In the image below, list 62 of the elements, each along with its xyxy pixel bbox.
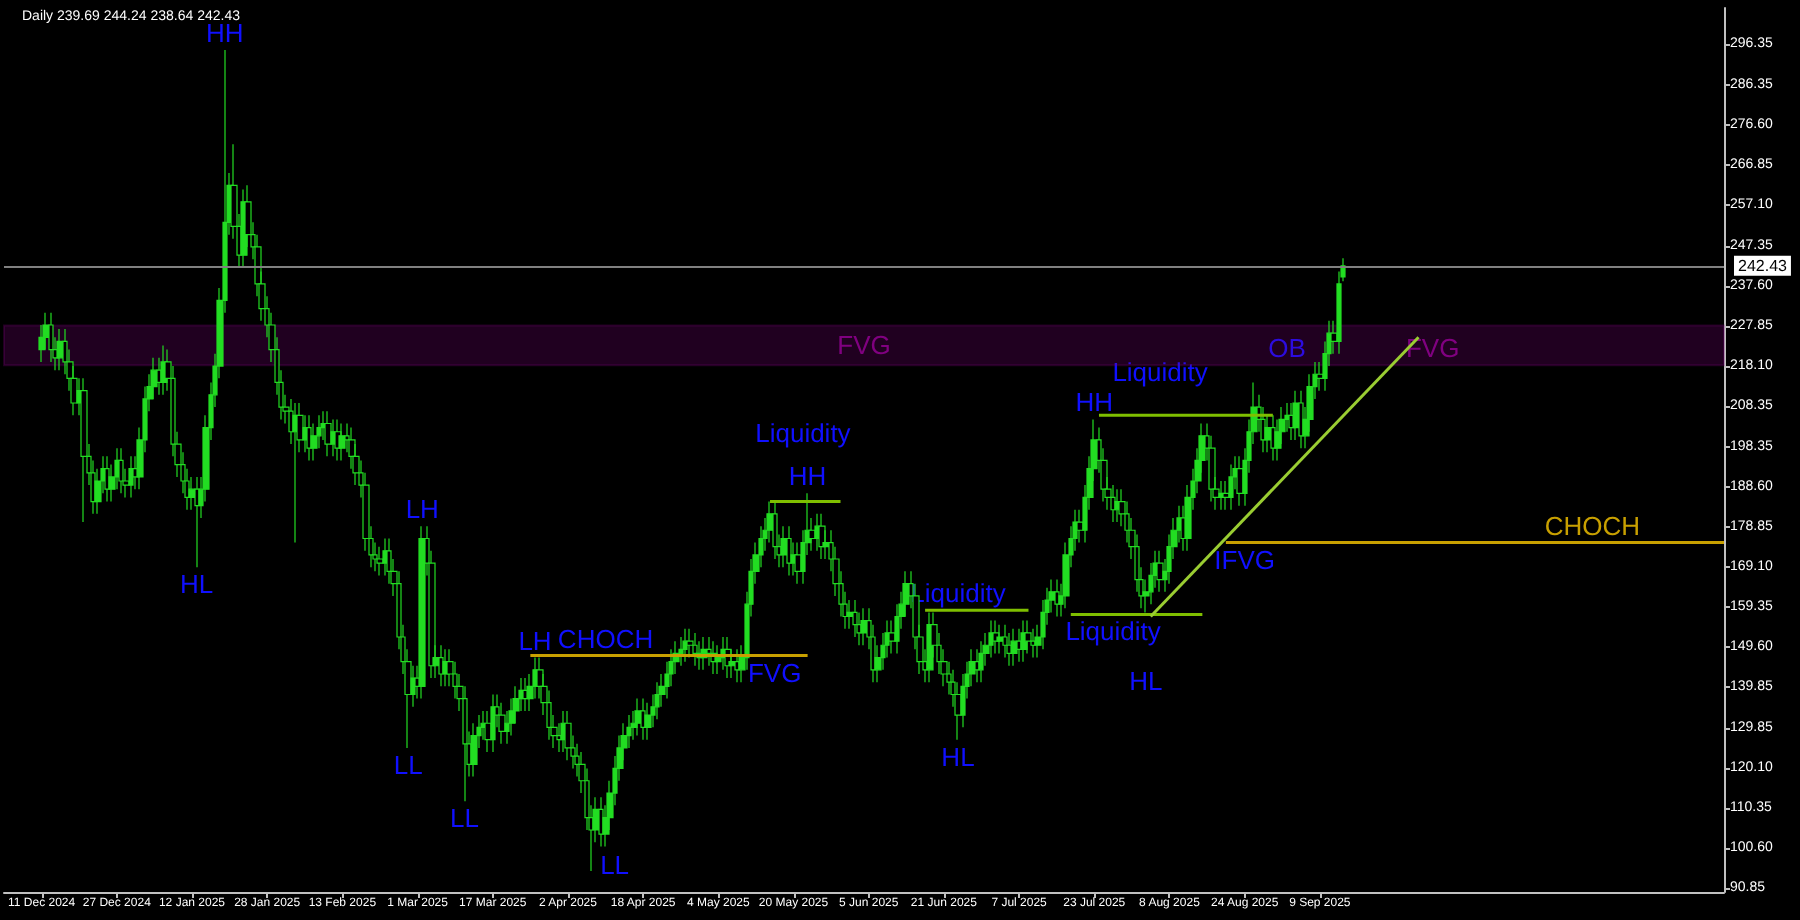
candlestick: [996, 624, 1004, 655]
candlestick: [640, 698, 646, 741]
candlestick: [1236, 455, 1244, 507]
annotation: IFVG: [1214, 544, 1275, 575]
candlestick: [974, 648, 980, 683]
candlestick: [194, 476, 200, 568]
candlestick: [382, 537, 388, 577]
candlestick: [860, 607, 868, 646]
annotation: LL: [450, 803, 480, 834]
annotation: CHOCH: [557, 623, 654, 654]
annotation: LL: [393, 749, 423, 780]
candlestick: [1228, 463, 1234, 511]
candlestick: [438, 644, 444, 687]
candlestick: [734, 648, 740, 683]
annotation: HH: [788, 461, 827, 492]
candlestick: [324, 410, 332, 457]
annotation: HH: [1075, 387, 1114, 418]
candlestick: [988, 620, 994, 659]
candlestick: [330, 418, 336, 457]
candlestick: [772, 500, 778, 560]
candlestick: [1016, 628, 1022, 663]
annotation: OB: [1268, 333, 1306, 364]
candlestick: [846, 599, 854, 630]
candlestick: [306, 414, 312, 462]
candlestick: [714, 644, 722, 675]
candlestick: [376, 546, 384, 577]
annotation: FVG: [747, 657, 802, 688]
annotation: Liquidity: [1112, 357, 1209, 388]
candlestick: [634, 698, 642, 737]
candlestick: [310, 422, 318, 462]
candlestick: [706, 636, 712, 667]
candlestick: [1264, 414, 1272, 453]
candlestick: [1030, 628, 1036, 659]
annotation: HL: [1129, 666, 1163, 697]
candlestick: [852, 599, 858, 638]
candlestick: [1218, 480, 1224, 511]
candlestick: [80, 377, 88, 523]
ref-line-label: 242.43: [1738, 256, 1789, 275]
candlestick: [48, 312, 54, 363]
candlestick: [978, 640, 984, 683]
annotation: LL: [600, 850, 630, 881]
candlestick: [644, 702, 652, 741]
annotation: LH: [405, 494, 439, 525]
candlestick: [292, 402, 298, 544]
candlestick: [686, 628, 694, 659]
annotation: CHOCH: [1544, 510, 1641, 541]
candlestick: [1010, 628, 1018, 667]
candlestick: [564, 710, 572, 761]
candlestick: [682, 628, 688, 663]
candlestick: [654, 681, 660, 720]
candlestick: [1292, 390, 1300, 441]
annotation: HL: [180, 569, 214, 600]
candlestick: [786, 525, 792, 577]
candlestick: [128, 455, 134, 499]
band-label: FVG: [837, 330, 891, 361]
annotation: LH: [518, 625, 552, 656]
candlestick: [1110, 484, 1116, 523]
annotation: Liquidity: [755, 417, 852, 448]
candlestick: [814, 513, 820, 552]
annotation: Liquidity: [1065, 616, 1162, 647]
annotation: HL: [941, 741, 975, 772]
candlestick: [678, 636, 684, 667]
